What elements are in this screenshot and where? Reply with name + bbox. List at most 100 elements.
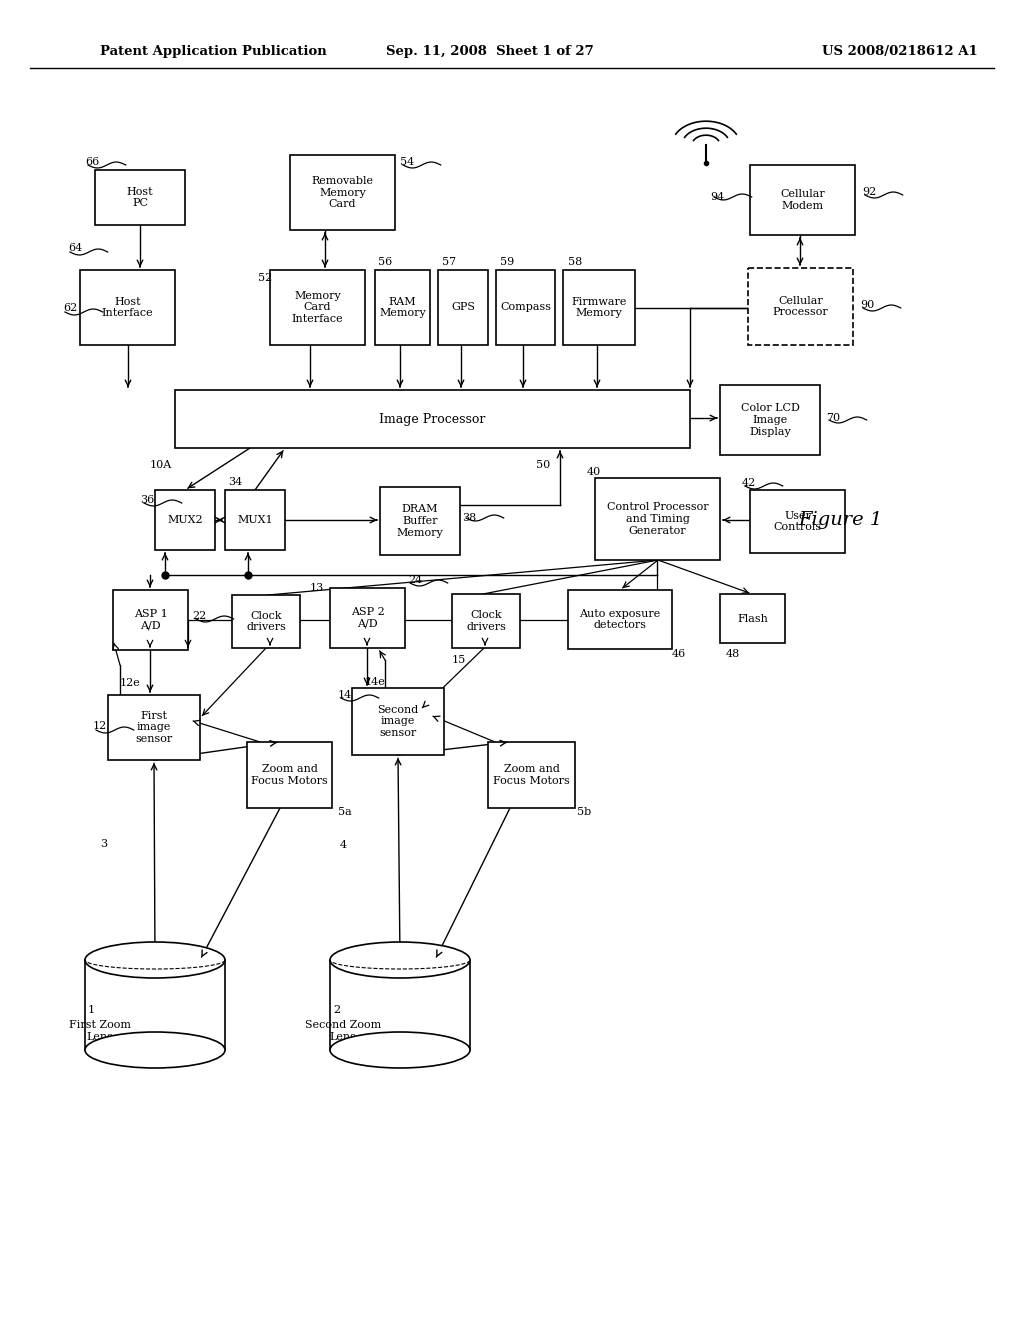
Text: 48: 48 bbox=[726, 649, 740, 659]
Bar bbox=[375, 271, 430, 345]
Text: First
image
sensor: First image sensor bbox=[135, 711, 173, 744]
Text: Patent Application Publication: Patent Application Publication bbox=[100, 45, 327, 58]
Text: 92: 92 bbox=[862, 187, 877, 197]
Text: Host
Interface: Host Interface bbox=[101, 297, 154, 318]
Text: 22: 22 bbox=[193, 611, 206, 620]
Text: 5a: 5a bbox=[338, 807, 352, 817]
Text: Clock
drivers: Clock drivers bbox=[246, 611, 286, 632]
Text: Memory
Card
Interface: Memory Card Interface bbox=[292, 290, 343, 325]
Ellipse shape bbox=[85, 942, 225, 978]
Text: 58: 58 bbox=[568, 257, 583, 267]
Text: 14: 14 bbox=[338, 690, 352, 700]
Text: 15: 15 bbox=[452, 655, 466, 665]
Bar bbox=[595, 478, 720, 560]
Text: Cellular
Processor: Cellular Processor bbox=[773, 296, 828, 317]
Text: Cellular
Modem: Cellular Modem bbox=[780, 189, 825, 211]
Text: 62: 62 bbox=[63, 304, 77, 313]
Bar bbox=[750, 165, 855, 235]
Bar bbox=[247, 742, 332, 808]
Text: ASP 2
A/D: ASP 2 A/D bbox=[350, 607, 384, 628]
Bar bbox=[108, 696, 200, 760]
Bar bbox=[270, 271, 365, 345]
Text: 50: 50 bbox=[536, 459, 550, 470]
Text: 38: 38 bbox=[462, 513, 476, 523]
Text: 14e: 14e bbox=[365, 677, 386, 686]
Text: Auto exposure
detectors: Auto exposure detectors bbox=[580, 609, 660, 630]
Text: 57: 57 bbox=[442, 257, 456, 267]
Text: GPS: GPS bbox=[451, 302, 475, 313]
Bar bbox=[488, 742, 575, 808]
Bar bbox=[568, 590, 672, 649]
Text: 52: 52 bbox=[258, 273, 272, 282]
Text: 1: 1 bbox=[88, 1005, 95, 1015]
Bar bbox=[720, 594, 785, 643]
Text: 46: 46 bbox=[672, 649, 686, 659]
Text: 2: 2 bbox=[333, 1005, 340, 1015]
Text: 70: 70 bbox=[826, 413, 840, 422]
Text: 5b: 5b bbox=[577, 807, 591, 817]
Bar bbox=[380, 487, 460, 554]
Text: 3: 3 bbox=[100, 840, 108, 849]
Bar bbox=[563, 271, 635, 345]
Bar bbox=[496, 271, 555, 345]
Text: RAM
Memory: RAM Memory bbox=[379, 297, 426, 318]
Ellipse shape bbox=[85, 1032, 225, 1068]
Bar bbox=[232, 595, 300, 648]
Text: MUX1: MUX1 bbox=[238, 515, 272, 525]
Text: 10A: 10A bbox=[150, 459, 172, 470]
Ellipse shape bbox=[330, 942, 470, 978]
Text: 59: 59 bbox=[500, 257, 514, 267]
Text: Compass: Compass bbox=[500, 302, 551, 313]
Text: 4: 4 bbox=[340, 840, 347, 850]
Text: ASP 1
A/D: ASP 1 A/D bbox=[133, 610, 167, 631]
Text: Control Processor
and Timing
Generator: Control Processor and Timing Generator bbox=[606, 503, 709, 536]
Text: Figure 1: Figure 1 bbox=[798, 511, 882, 529]
Text: 36: 36 bbox=[140, 495, 155, 506]
Text: US 2008/0218612 A1: US 2008/0218612 A1 bbox=[822, 45, 978, 58]
Bar bbox=[330, 587, 406, 648]
Text: Sep. 11, 2008  Sheet 1 of 27: Sep. 11, 2008 Sheet 1 of 27 bbox=[386, 45, 594, 58]
Bar bbox=[225, 490, 285, 550]
Text: Clock
drivers: Clock drivers bbox=[466, 610, 506, 632]
Bar bbox=[748, 268, 853, 345]
Bar bbox=[175, 389, 690, 447]
Bar bbox=[352, 688, 444, 755]
Text: MUX2: MUX2 bbox=[167, 515, 203, 525]
Text: Zoom and
Focus Motors: Zoom and Focus Motors bbox=[494, 764, 570, 785]
Bar bbox=[113, 590, 188, 649]
Text: Image Processor: Image Processor bbox=[379, 412, 485, 425]
Text: 34: 34 bbox=[228, 477, 243, 487]
Bar bbox=[80, 271, 175, 345]
Text: 13: 13 bbox=[310, 583, 325, 593]
Text: 64: 64 bbox=[68, 243, 82, 253]
Text: Removable
Memory
Card: Removable Memory Card bbox=[311, 176, 374, 209]
Text: 66: 66 bbox=[85, 157, 99, 168]
Text: Firmware
Memory: Firmware Memory bbox=[571, 297, 627, 318]
Bar bbox=[155, 490, 215, 550]
Bar bbox=[290, 154, 395, 230]
Text: User
Controls: User Controls bbox=[773, 511, 821, 532]
Text: Second
image
sensor: Second image sensor bbox=[378, 705, 419, 738]
Text: Host
PC: Host PC bbox=[127, 186, 154, 209]
Text: 12e: 12e bbox=[120, 678, 140, 688]
Bar bbox=[750, 490, 845, 553]
Text: 42: 42 bbox=[742, 478, 757, 488]
Text: 12: 12 bbox=[93, 721, 108, 731]
Bar bbox=[452, 594, 520, 648]
Text: Second Zoom
Lens: Second Zoom Lens bbox=[305, 1020, 381, 1041]
Bar bbox=[720, 385, 820, 455]
Text: 90: 90 bbox=[860, 300, 874, 310]
Text: 24: 24 bbox=[408, 576, 422, 585]
Text: 94: 94 bbox=[710, 191, 724, 202]
Text: Zoom and
Focus Motors: Zoom and Focus Motors bbox=[251, 764, 328, 785]
Ellipse shape bbox=[330, 1032, 470, 1068]
Text: DRAM
Buffer
Memory: DRAM Buffer Memory bbox=[396, 504, 443, 537]
Text: 40: 40 bbox=[587, 467, 601, 477]
Text: 56: 56 bbox=[378, 257, 392, 267]
Text: Color LCD
Image
Display: Color LCD Image Display bbox=[740, 404, 800, 437]
Text: 54: 54 bbox=[400, 157, 415, 168]
Text: Flash: Flash bbox=[737, 614, 768, 623]
Text: First Zoom
Lens: First Zoom Lens bbox=[69, 1020, 131, 1041]
Bar bbox=[438, 271, 488, 345]
Bar bbox=[95, 170, 185, 224]
